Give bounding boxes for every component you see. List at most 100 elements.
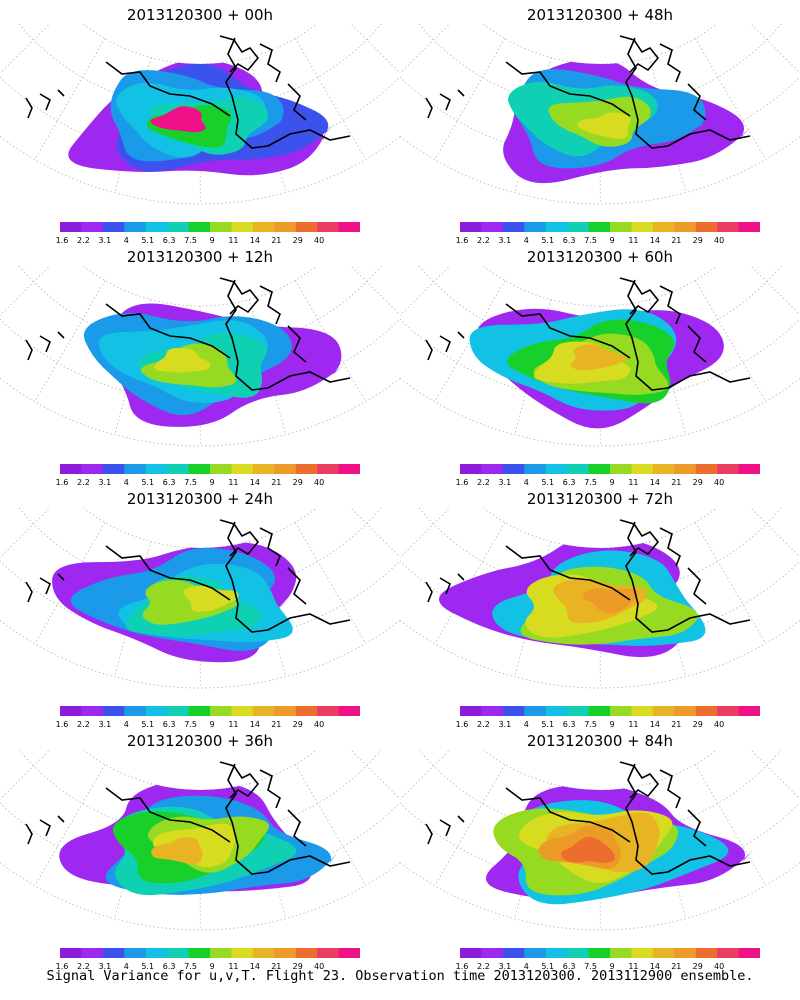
colorbar-labels: 1.6 2.2 3.1 4 5.1 6.3 7.5 9 11 14 21 29 40 [56, 962, 360, 972]
colorbar-swatch [252, 464, 275, 474]
variance-field [59, 779, 339, 896]
colorbar-swatch [124, 464, 147, 474]
colorbar-tick-label: 5.1 [541, 962, 555, 971]
contour-level [561, 836, 616, 863]
colorbar-tick-label: 4 [523, 236, 529, 245]
variance-field [439, 535, 706, 658]
colorbar-tick-label: 2.2 [477, 236, 490, 245]
variance-field [469, 308, 727, 429]
colorbar-tick-label: 29 [692, 236, 703, 245]
colorbar-swatch [60, 222, 82, 232]
colorbar-tick-label: 40 [714, 478, 725, 487]
coastline [425, 277, 751, 391]
colorbar-swatch [674, 222, 697, 232]
colorbar-tick-label: 40 [314, 478, 325, 487]
colorbar-tick-label: 21 [671, 720, 682, 729]
colorbar-swatch [610, 464, 632, 474]
colorbar-tick-label: 29 [292, 720, 303, 729]
colorbar-tick-label: 2.2 [77, 236, 90, 245]
colorbar-tick-label: 14 [649, 962, 660, 971]
colorbar-swatch [145, 948, 168, 958]
colorbar-tick-label: 6.3 [562, 478, 576, 487]
colorbar-swatch [338, 464, 360, 474]
polar-map [400, 750, 800, 931]
map-panel: 2013120300 + 84h 1.6 2.2 3.1 4 5.1 6.3 7.5 9 11 14… [400, 726, 800, 972]
colorbar-tick-label: 3.1 [498, 478, 512, 487]
colorbar-swatch [717, 948, 740, 958]
colorbar-tick-label: 14 [649, 720, 660, 729]
panel-title: 2013120300 + 72h [526, 490, 674, 508]
colorbar-swatch [167, 222, 190, 232]
colorbar-swatch [652, 948, 675, 958]
graticule [0, 508, 400, 689]
colorbar-swatch [295, 222, 318, 232]
panel-title: 2013120300 + 60h [526, 248, 674, 266]
colorbar-tick-label: 11 [628, 962, 639, 971]
colorbar-swatch [631, 706, 654, 716]
colorbar-tick-label: 3.1 [98, 478, 112, 487]
colorbar-tick-label: 11 [228, 720, 239, 729]
colorbar-tick-label: 9 [609, 478, 615, 487]
colorbar-swatch [717, 706, 740, 716]
colorbar-tick-label: 6.3 [162, 236, 176, 245]
colorbar-tick-label: 3.1 [498, 962, 512, 971]
colorbar-swatch [567, 948, 590, 958]
colorbar-swatch [188, 948, 211, 958]
colorbar-swatch [167, 706, 190, 716]
colorbar-swatch [102, 706, 125, 716]
colorbar-swatch [81, 222, 104, 232]
colorbar-tick-label: 11 [628, 236, 639, 245]
polar-map [0, 24, 400, 205]
colorbar-tick-label: 1.6 [55, 962, 69, 971]
variance-field [485, 784, 756, 905]
colorbar-swatch [738, 222, 760, 232]
colorbar-swatch [231, 222, 254, 232]
colorbar-swatch [588, 948, 611, 958]
colorbar-swatch [145, 706, 168, 716]
colorbar-swatch [460, 222, 482, 232]
colorbar-tick-label: 2.2 [77, 720, 90, 729]
colorbar-tick-label: 7.5 [184, 236, 197, 245]
colorbar-tick-label: 40 [714, 962, 725, 971]
colorbar-swatch [481, 464, 504, 474]
colorbar-swatch [81, 706, 104, 716]
colorbar-tick-label: 21 [671, 236, 682, 245]
colorbar-tick-label: 29 [692, 478, 703, 487]
colorbar-swatch [588, 706, 611, 716]
panel-title: 2013120300 + 84h [526, 732, 674, 750]
colorbar-tick-label: 5.1 [541, 478, 555, 487]
colorbar-swatch [738, 948, 760, 958]
colorbar-tick-label: 4 [523, 720, 529, 729]
map-panel: 2013120300 + 36h 1.6 2.2 3.1 4 5.1 6.3 7.5 9 11 14… [0, 726, 400, 972]
colorbar-tick-label: 3.1 [498, 720, 512, 729]
colorbar-swatch [81, 948, 104, 958]
graticule [0, 750, 400, 931]
colorbar-tick-label: 2.2 [477, 478, 490, 487]
colorbar-swatch [295, 464, 318, 474]
colorbar-tick-label: 4 [123, 720, 129, 729]
colorbar-tick-label: 7.5 [184, 720, 197, 729]
coastline [25, 35, 351, 149]
colorbar-tick-label: 29 [292, 962, 303, 971]
colorbar-tick-label: 40 [714, 236, 725, 245]
colorbar-swatch [252, 706, 275, 716]
colorbar-tick-label: 6.3 [162, 962, 176, 971]
colorbar-labels: 1.6 2.2 3.1 4 5.1 6.3 7.5 9 11 14 21 29 40 [456, 236, 760, 246]
map-panel: 2013120300 + 12h 1.6 2.2 3.1 4 5.1 6.3 7.5 9 11 14… [0, 242, 400, 488]
map-panel: 2013120300 + 00h 1.6 2.2 3.1 4 5.1 6.3 7.5 9 11 14… [0, 0, 400, 246]
colorbar-tick-label: 1.6 [455, 720, 469, 729]
colorbar-tick-label: 21 [671, 478, 682, 487]
colorbar-swatch [524, 464, 547, 474]
contour-level [183, 585, 240, 612]
colorbar-swatch [588, 464, 611, 474]
colorbar-swatch [502, 706, 525, 716]
colorbar-swatch [317, 464, 340, 474]
colorbar-swatch [610, 222, 632, 232]
colorbar-tick-label: 1.6 [455, 962, 469, 971]
colorbar-tick-label: 3.1 [98, 236, 112, 245]
colorbar-labels: 1.6 2.2 3.1 4 5.1 6.3 7.5 9 11 14 21 29 40 [456, 962, 760, 972]
colorbar-swatch [567, 222, 590, 232]
colorbar-tick-label: 9 [209, 478, 215, 487]
colorbar-swatch [460, 464, 482, 474]
colorbar-tick-label: 4 [123, 478, 129, 487]
